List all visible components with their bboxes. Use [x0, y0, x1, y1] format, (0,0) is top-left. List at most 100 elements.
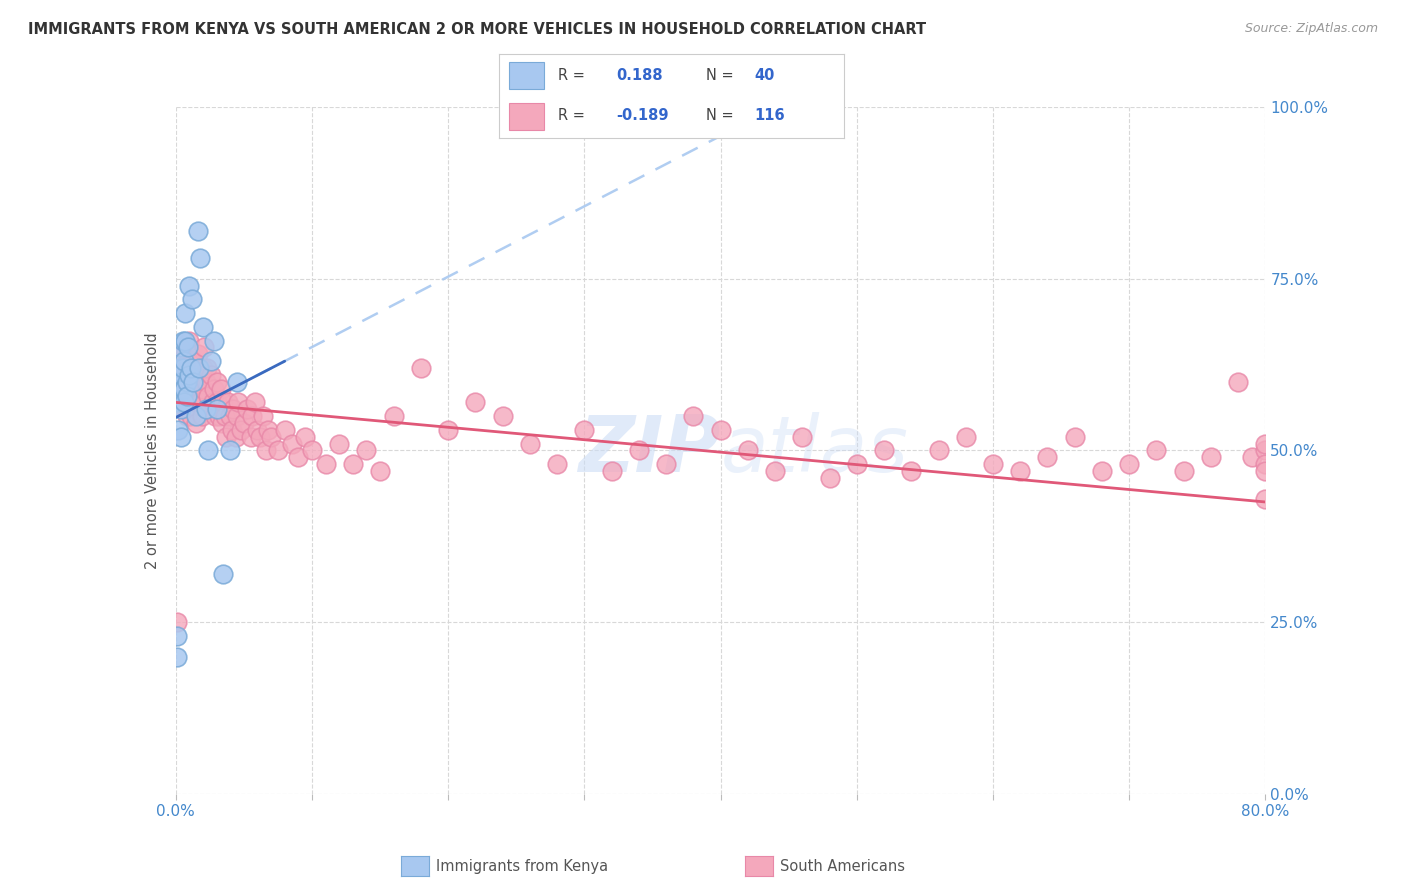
Point [167, 375, 190, 389]
Point [249, 430, 271, 444]
Point [174, 388, 197, 402]
Point [181, 354, 204, 368]
Point [186, 382, 209, 396]
Text: 0.188: 0.188 [616, 68, 662, 83]
Text: N =: N = [706, 68, 734, 83]
Point [191, 382, 214, 396]
Point [301, 443, 323, 458]
Text: Source: ZipAtlas.com: Source: ZipAtlas.com [1244, 22, 1378, 36]
Point [183, 354, 205, 368]
Point [792, 430, 814, 444]
Point [243, 395, 266, 409]
Point [219, 409, 242, 423]
Text: N =: N = [706, 108, 734, 123]
Point [173, 354, 195, 368]
Point [1199, 450, 1222, 465]
Point [166, 615, 188, 630]
Point [170, 375, 193, 389]
Text: R =: R = [558, 68, 585, 83]
Point [169, 340, 191, 354]
Point [179, 334, 201, 348]
Point [600, 464, 623, 478]
Point [209, 382, 232, 396]
Point [204, 409, 226, 423]
Point [172, 395, 194, 409]
Point [900, 464, 922, 478]
Point [187, 395, 209, 409]
Point [981, 457, 1004, 471]
Point [205, 395, 228, 409]
Point [205, 402, 228, 417]
Point [176, 368, 198, 382]
Point [252, 409, 274, 423]
Point [179, 368, 201, 382]
Point [173, 382, 195, 396]
Point [170, 402, 193, 417]
Point [232, 416, 254, 430]
Point [1254, 464, 1277, 478]
Point [180, 409, 202, 423]
Point [184, 395, 207, 409]
Point [1118, 457, 1140, 471]
Point [172, 361, 194, 376]
Text: -0.189: -0.189 [616, 108, 669, 123]
Point [409, 361, 432, 376]
Point [166, 649, 188, 664]
Point [202, 334, 225, 348]
Point [368, 464, 391, 478]
Point [574, 423, 596, 437]
Point [1254, 436, 1277, 450]
Point [191, 319, 214, 334]
Point [200, 354, 222, 368]
Point [188, 395, 211, 409]
Text: atlas: atlas [721, 412, 908, 489]
Point [239, 430, 262, 444]
Point [226, 409, 249, 423]
Point [176, 409, 198, 423]
Text: 40: 40 [754, 68, 775, 83]
Point [235, 402, 257, 417]
Point [194, 375, 217, 389]
Point [225, 430, 247, 444]
Point [212, 567, 235, 582]
Point [1063, 430, 1085, 444]
Point [197, 388, 219, 402]
Point [1254, 457, 1277, 471]
Point [228, 395, 250, 409]
Point [1036, 450, 1059, 465]
Point [172, 340, 194, 354]
Point [170, 375, 193, 389]
Point [682, 409, 704, 423]
Point [176, 388, 198, 402]
Text: IMMIGRANTS FROM KENYA VS SOUTH AMERICAN 2 OR MORE VEHICLES IN HOUSEHOLD CORRELAT: IMMIGRANTS FROM KENYA VS SOUTH AMERICAN … [28, 22, 927, 37]
Point [221, 423, 243, 437]
Point [257, 423, 280, 437]
Point [464, 395, 486, 409]
Point [274, 423, 297, 437]
Point [382, 409, 405, 423]
Point [187, 361, 209, 376]
Point [627, 443, 650, 458]
Point [280, 436, 302, 450]
Point [176, 375, 198, 389]
Point [737, 443, 759, 458]
Point [845, 457, 868, 471]
Y-axis label: 2 or more Vehicles in Household: 2 or more Vehicles in Household [145, 332, 160, 569]
Point [254, 443, 277, 458]
Point [174, 306, 197, 320]
Point [260, 430, 283, 444]
Point [231, 423, 253, 437]
Point [186, 347, 209, 361]
Point [179, 375, 201, 389]
Point [267, 443, 290, 458]
Point [172, 382, 194, 396]
Point [177, 354, 200, 368]
Point [492, 409, 515, 423]
Point [294, 430, 316, 444]
Point [655, 457, 678, 471]
Point [328, 436, 350, 450]
Point [201, 395, 224, 409]
Text: R =: R = [558, 108, 585, 123]
Point [202, 382, 225, 396]
Point [177, 340, 200, 354]
